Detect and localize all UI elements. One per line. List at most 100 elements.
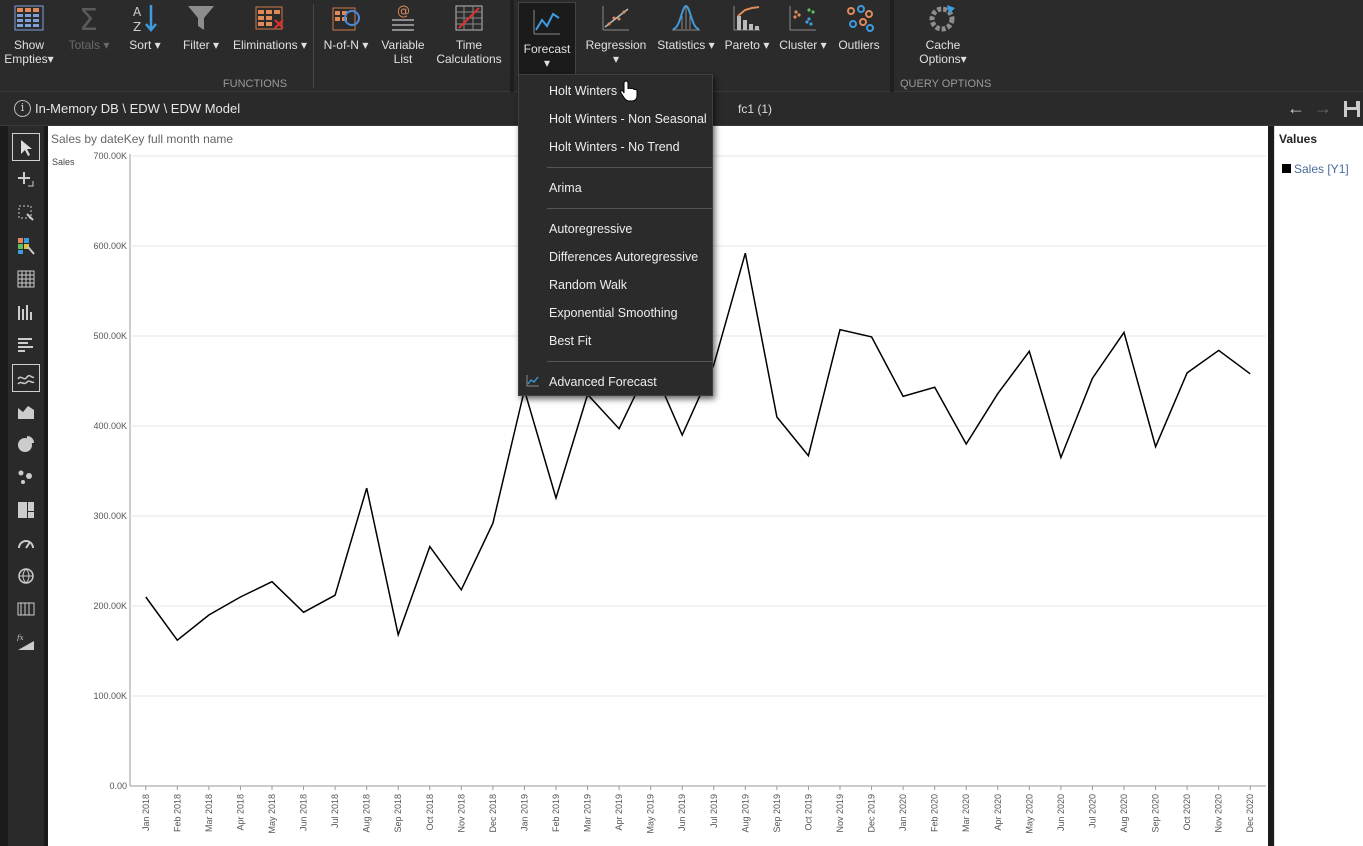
- breadcrumb[interactable]: In-Memory DB \ EDW \ EDW Model: [35, 101, 241, 116]
- gauge-tool[interactable]: [12, 529, 40, 557]
- chevron-down-icon: ▾: [612, 52, 620, 66]
- regression-button[interactable]: Regression ▾: [582, 2, 650, 66]
- x-tick-label: Jul 2020: [1087, 794, 1097, 828]
- totals-label: Totals: [68, 38, 100, 52]
- x-tick-label: May 2020: [1024, 794, 1034, 834]
- menu-item-exponential-smoothing[interactable]: Exponential Smoothing: [549, 306, 678, 320]
- legend-swatch: [1282, 164, 1291, 173]
- forecast-button[interactable]: Forecast ▾: [518, 2, 576, 76]
- ribbon-separator: [313, 4, 314, 88]
- chevron-down-icon: ▾: [960, 52, 967, 66]
- x-tick-label: Jan 2020: [898, 794, 908, 831]
- cache-options-label: Cache Options: [919, 38, 961, 66]
- x-tick-label: Apr 2019: [614, 794, 624, 831]
- area-chart-tool[interactable]: [12, 397, 40, 425]
- hand-cursor-icon: [620, 80, 638, 102]
- y-tick-label: 700.00K: [93, 151, 127, 161]
- cluster-button[interactable]: Cluster ▾: [778, 2, 828, 52]
- info-icon[interactable]: i: [14, 100, 31, 117]
- forward-arrow-icon[interactable]: →: [1314, 98, 1332, 118]
- x-tick-label: Mar 2020: [961, 794, 971, 832]
- x-tick-label: Apr 2020: [993, 794, 1003, 831]
- table-visual-tool[interactable]: [12, 265, 40, 293]
- pareto-icon: [733, 6, 760, 31]
- x-tick-label: Oct 2018: [425, 794, 435, 831]
- menu-item-holt-winters-non-seasonal[interactable]: Holt Winters - Non Seasonal: [549, 112, 707, 126]
- x-tick-label: Nov 2018: [456, 794, 466, 833]
- outliers-icon: [847, 5, 874, 32]
- menu-item-holt-winters-no-trend[interactable]: Holt Winters - No Trend: [549, 140, 680, 154]
- functions-group-label: FUNCTIONS: [222, 78, 288, 90]
- filter-label: Filter: [182, 38, 210, 52]
- bar-chart-tool[interactable]: [12, 331, 40, 359]
- legend-item-sales[interactable]: Sales [Y1]: [1282, 162, 1349, 176]
- menu-item-differences-autoregressive[interactable]: Differences Autoregressive: [549, 250, 699, 264]
- y-tick-label: 400.00K: [93, 421, 127, 431]
- advanced-forecast-icon: [526, 375, 539, 387]
- n-of-n-button[interactable]: N-of-N ▾: [320, 2, 372, 52]
- statistics-button[interactable]: Statistics ▾: [656, 2, 716, 52]
- line-chart-tool[interactable]: [12, 364, 40, 392]
- menu-item-best-fit[interactable]: Best Fit: [549, 334, 592, 348]
- pareto-button[interactable]: Pareto ▾: [722, 2, 772, 52]
- time-calculations-button[interactable]: Time Calculations: [436, 2, 502, 66]
- x-tick-label: Jul 2019: [709, 794, 719, 828]
- menu-separator: [547, 361, 712, 362]
- select-tool[interactable]: [12, 133, 40, 161]
- pareto-label: Pareto: [724, 38, 760, 52]
- x-tick-label: Mar 2018: [204, 794, 214, 832]
- line-chart[interactable]: Sales by dateKey full month name Sales 0…: [48, 126, 1268, 846]
- variable-list-icon: @: [392, 4, 414, 31]
- chevron-down-icon: ▾: [362, 38, 369, 52]
- back-arrow-icon[interactable]: ←: [1287, 98, 1305, 118]
- y-tick-label: 0.00: [109, 781, 127, 791]
- menu-item-autoregressive[interactable]: Autoregressive: [549, 222, 633, 236]
- chevron-down-icon: ▾: [212, 38, 220, 52]
- map-tool[interactable]: [12, 562, 40, 590]
- bell-curve-icon: [672, 4, 700, 31]
- table-grid-icon: [14, 5, 44, 31]
- x-tick-label: Jun 2020: [1056, 794, 1066, 831]
- series-line-sales[interactable]: [145, 252, 1251, 642]
- column-chart-tool[interactable]: [12, 298, 40, 326]
- lasso-select-tool[interactable]: [12, 199, 40, 227]
- scatter-icon: [18, 470, 32, 484]
- outliers-button[interactable]: Outliers: [834, 2, 884, 52]
- scatter-chart-tool[interactable]: [12, 463, 40, 491]
- svg-text:@: @: [397, 4, 410, 19]
- menu-item-random-walk[interactable]: Random Walk: [549, 278, 628, 292]
- sigma-icon: Σ: [79, 3, 98, 34]
- filter-button[interactable]: Filter ▾: [178, 2, 224, 52]
- y-axis-label: Sales: [52, 157, 75, 167]
- cache-options-button[interactable]: Cache Options▾: [908, 2, 978, 66]
- menu-item-arima[interactable]: Arima: [549, 181, 582, 195]
- visual-toolbar: fx: [8, 126, 44, 846]
- menu-item-advanced-forecast[interactable]: Advanced Forecast: [549, 375, 657, 389]
- analysis-group: Forecast ▾ Regression ▾ Statistics ▾ Par…: [514, 0, 890, 92]
- crosshair-icon: [18, 172, 34, 187]
- bar-chart-icon: [18, 338, 33, 352]
- svg-text:Z: Z: [133, 20, 141, 34]
- add-element-tool[interactable]: [12, 166, 40, 194]
- n-of-n-icon: [332, 7, 360, 31]
- column-chart-icon: [18, 305, 32, 320]
- totals-button[interactable]: Σ Totals ▾: [66, 2, 112, 52]
- chart-panel: Sales by dateKey full month name Sales 0…: [48, 126, 1268, 846]
- variable-list-button[interactable]: @ Variable List: [378, 2, 428, 66]
- pie-chart-tool[interactable]: [12, 430, 40, 458]
- treemap-tool[interactable]: [12, 496, 40, 524]
- menu-item-holt-winters[interactable]: Holt Winters: [549, 84, 618, 98]
- grid-visual-tool[interactable]: [12, 232, 40, 260]
- treemap-icon: [18, 502, 34, 518]
- x-tick-label: Feb 2019: [551, 794, 561, 832]
- custom-chart-tool[interactable]: fx: [12, 628, 40, 656]
- svg-text:A: A: [133, 5, 142, 19]
- eliminations-button[interactable]: Eliminations ▾: [232, 2, 308, 52]
- save-icon[interactable]: [1343, 100, 1361, 118]
- kpi-tool[interactable]: [12, 595, 40, 623]
- lasso-icon: [18, 205, 34, 221]
- show-empties-button[interactable]: Show Empties▾: [2, 2, 56, 66]
- x-tick-label: Jul 2018: [330, 794, 340, 828]
